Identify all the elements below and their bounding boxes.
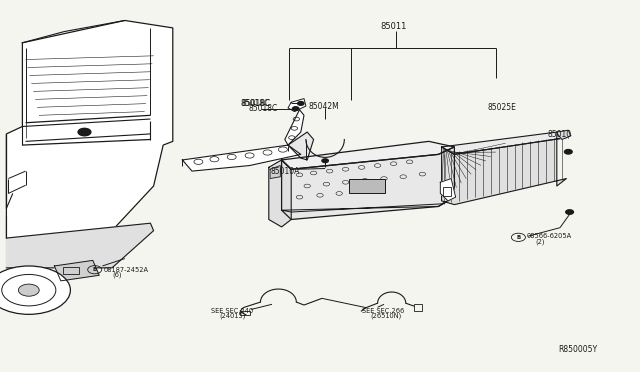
Text: SEE SEC.266: SEE SEC.266 <box>362 308 404 314</box>
Bar <box>443 187 451 196</box>
Polygon shape <box>440 179 456 201</box>
Bar <box>63 267 79 274</box>
Text: 85025E: 85025E <box>488 103 516 112</box>
Text: 08187-2452A: 08187-2452A <box>104 267 148 273</box>
Polygon shape <box>282 147 454 219</box>
Polygon shape <box>6 20 173 246</box>
Polygon shape <box>182 145 301 171</box>
Bar <box>349 179 385 193</box>
Text: (26510N): (26510N) <box>370 313 401 320</box>
Circle shape <box>19 284 39 296</box>
Polygon shape <box>442 132 566 154</box>
Circle shape <box>322 159 328 163</box>
Circle shape <box>566 210 573 214</box>
Polygon shape <box>288 132 314 160</box>
Polygon shape <box>288 99 306 112</box>
Bar <box>240 311 250 315</box>
Circle shape <box>298 102 304 105</box>
Text: 08566-6205A: 08566-6205A <box>527 233 572 239</box>
Circle shape <box>0 266 70 314</box>
Polygon shape <box>270 166 280 179</box>
Polygon shape <box>557 130 571 140</box>
Text: (2): (2) <box>535 238 545 245</box>
Text: (24015): (24015) <box>220 313 246 320</box>
Text: 85018C: 85018C <box>241 99 270 108</box>
Circle shape <box>564 150 572 154</box>
Text: SEE SEC.240: SEE SEC.240 <box>211 308 253 314</box>
Text: (6): (6) <box>112 271 122 278</box>
Text: B: B <box>516 235 520 240</box>
Polygon shape <box>6 223 154 268</box>
Polygon shape <box>269 160 291 227</box>
Circle shape <box>78 128 91 136</box>
Text: 85042M: 85042M <box>308 102 339 110</box>
Text: 85018C: 85018C <box>248 104 278 113</box>
Polygon shape <box>282 141 454 169</box>
Text: 85018C: 85018C <box>241 99 271 108</box>
Polygon shape <box>285 110 304 145</box>
Text: R850005Y: R850005Y <box>558 345 597 354</box>
Text: 85011: 85011 <box>381 22 407 31</box>
Text: 85010: 85010 <box>548 130 572 139</box>
Bar <box>414 304 422 311</box>
Circle shape <box>292 107 299 110</box>
Text: 85010A: 85010A <box>270 167 300 176</box>
Polygon shape <box>54 260 99 281</box>
Polygon shape <box>442 132 566 205</box>
Text: B: B <box>93 267 97 272</box>
Polygon shape <box>282 197 454 212</box>
